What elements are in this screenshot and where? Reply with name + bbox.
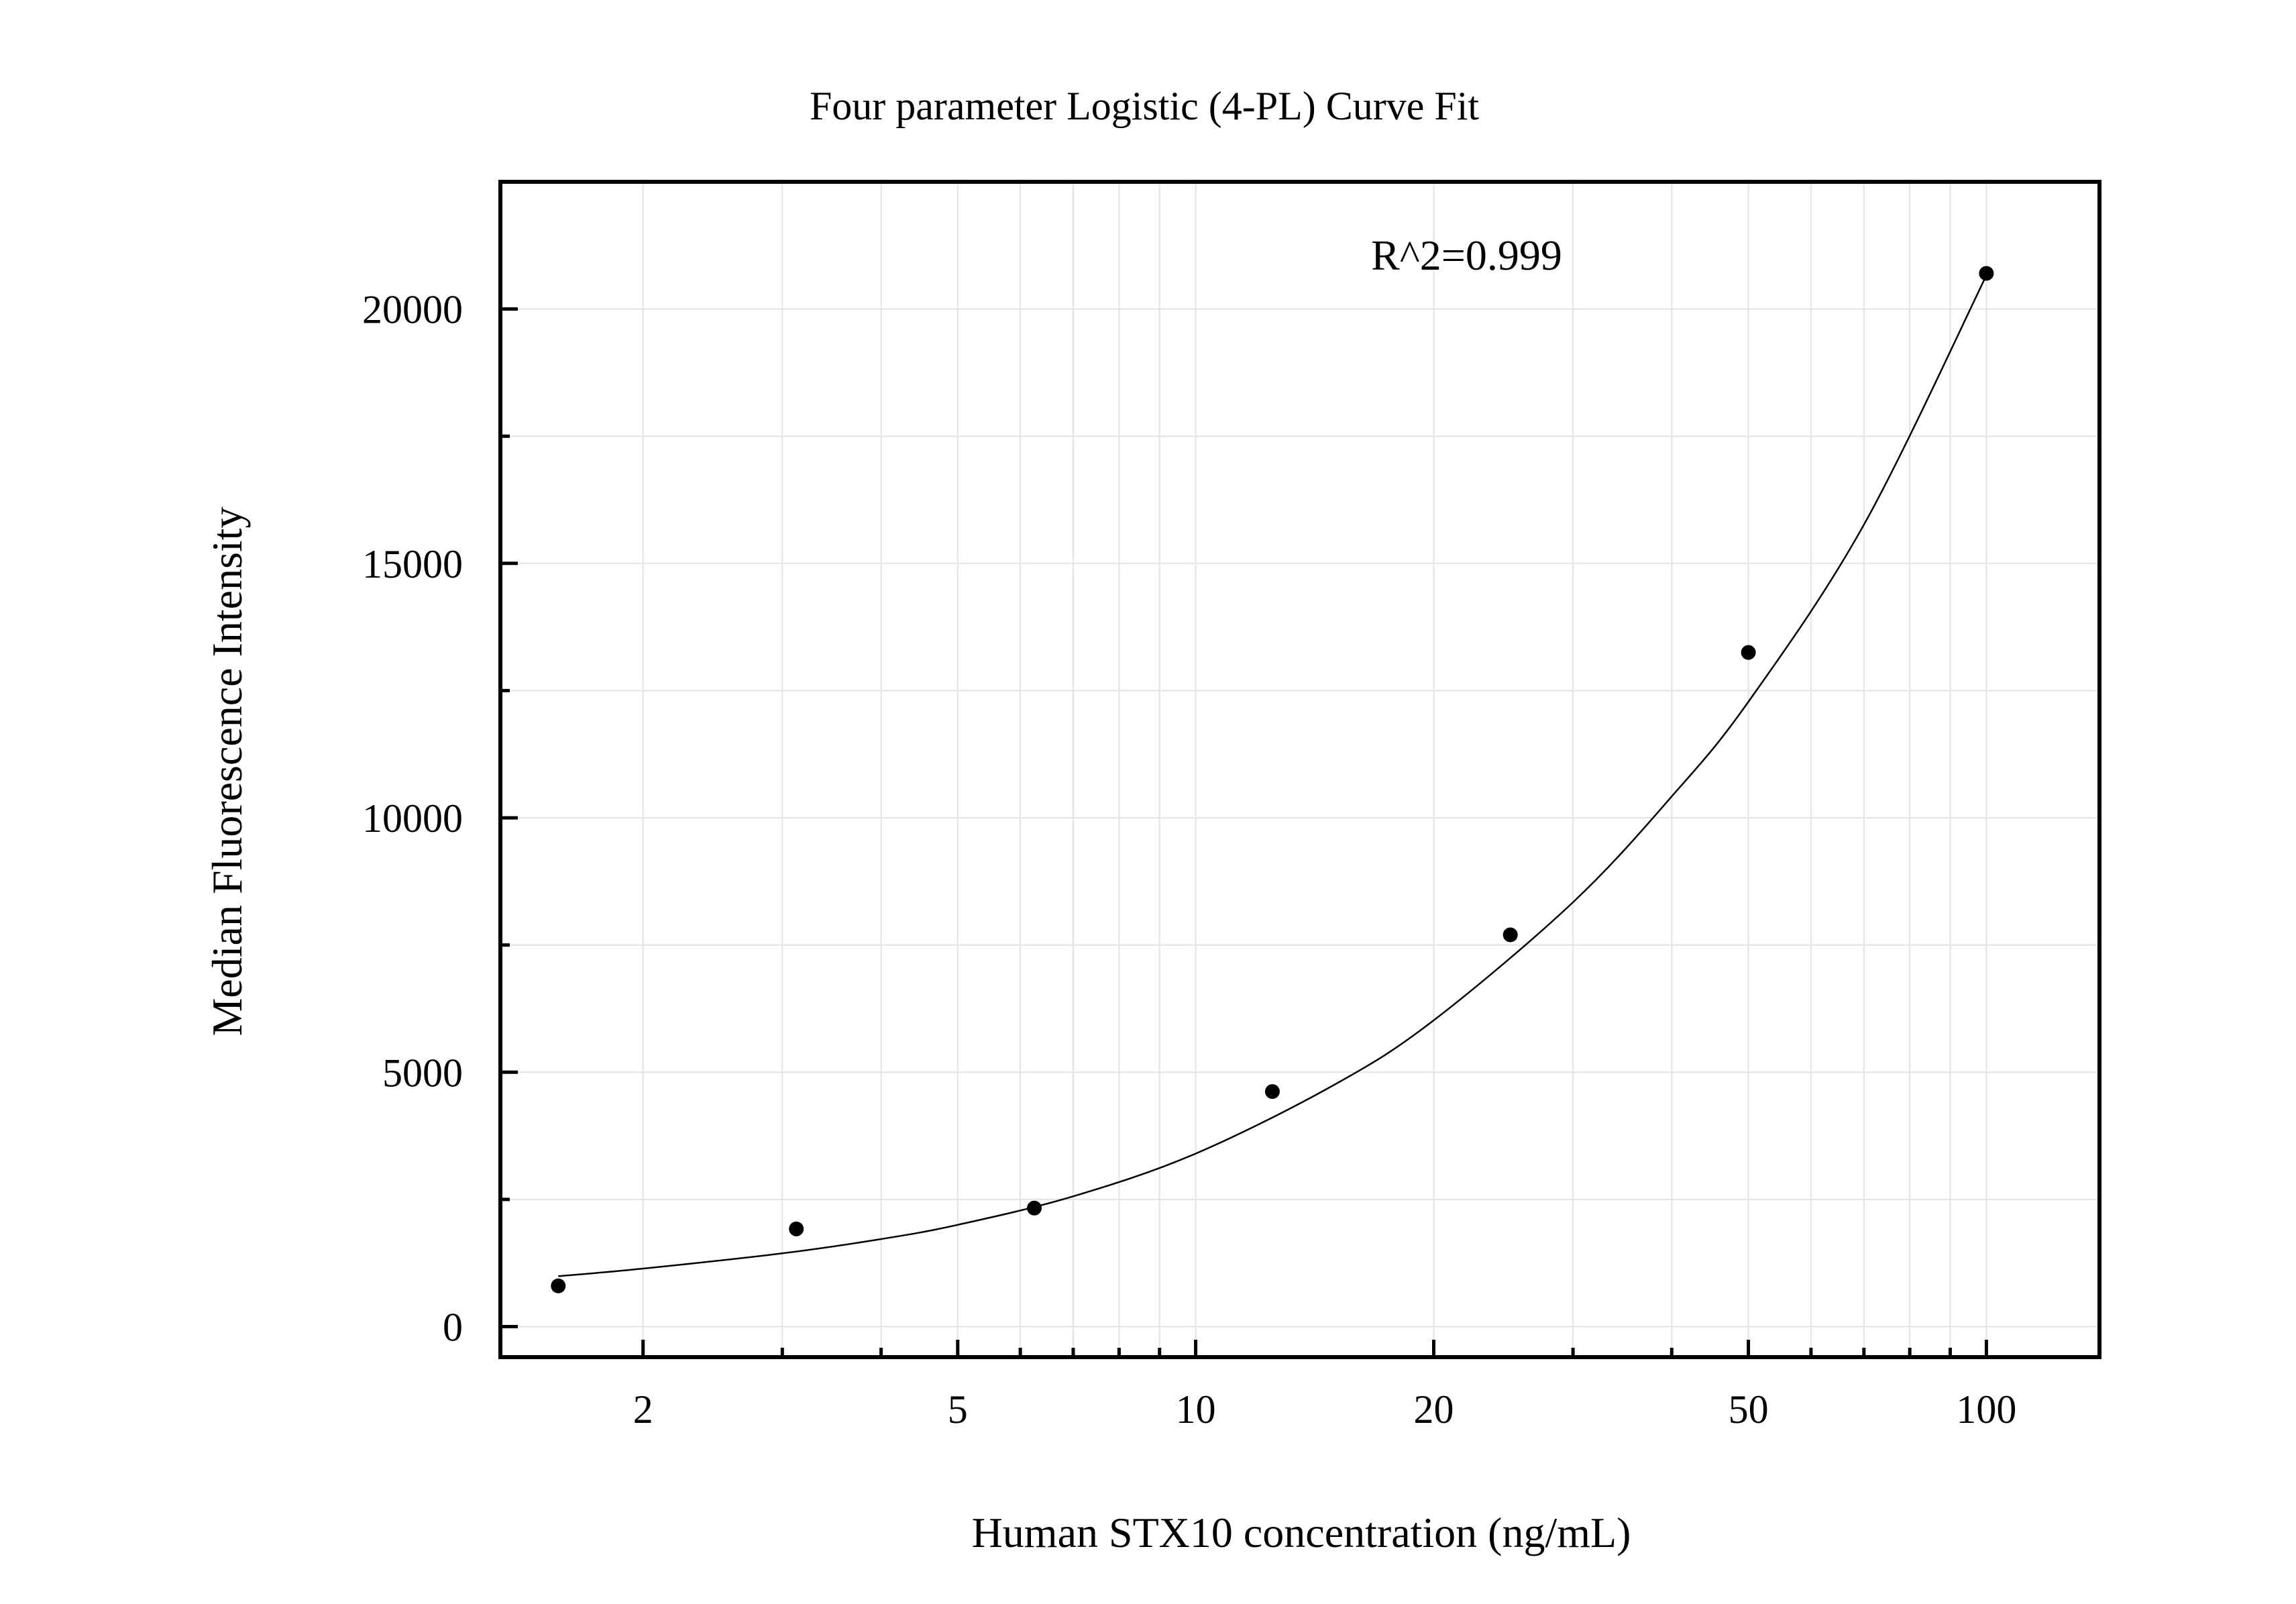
r-squared-annotation: R^2=0.999 [1371,231,1562,279]
axis-ticks: 2 5 10 20 50 100 0 5000 10000 15000 20000 [362,180,2016,1432]
plot-frame [498,180,2101,1359]
data-point [1027,1200,1042,1216]
chart-title: Four parameter Logistic (4-PL) Curve Fit [810,84,1479,128]
x-tick-label: 2 [633,1387,653,1432]
data-point [1741,645,1756,660]
fit-curve [558,275,1987,1277]
data-point [1264,1084,1280,1100]
y-tick-label: 5000 [382,1051,463,1095]
data-point [1979,266,1994,281]
x-tick-label: 5 [948,1387,968,1432]
fit-curve-layer [558,275,1987,1277]
x-tick-label: 10 [1176,1387,1216,1432]
data-point [1502,927,1518,943]
y-tick-label: 10000 [362,796,463,841]
x-tick-label: 20 [1414,1387,1454,1432]
y-tick-label: 0 [443,1305,463,1350]
x-tick-label: 100 [1956,1387,2016,1432]
y-tick-label: 15000 [362,542,463,586]
y-tick-label: 20000 [362,288,463,332]
grid-lines [500,181,2099,1357]
x-tick-label: 50 [1729,1387,1769,1432]
y-axis-label: Median Fluorescence Intensity [203,506,251,1036]
data-point [789,1221,804,1236]
x-axis-label: Human STX10 concentration (ng/mL) [972,1509,1631,1556]
data-points [551,266,1994,1293]
data-point [551,1278,566,1293]
